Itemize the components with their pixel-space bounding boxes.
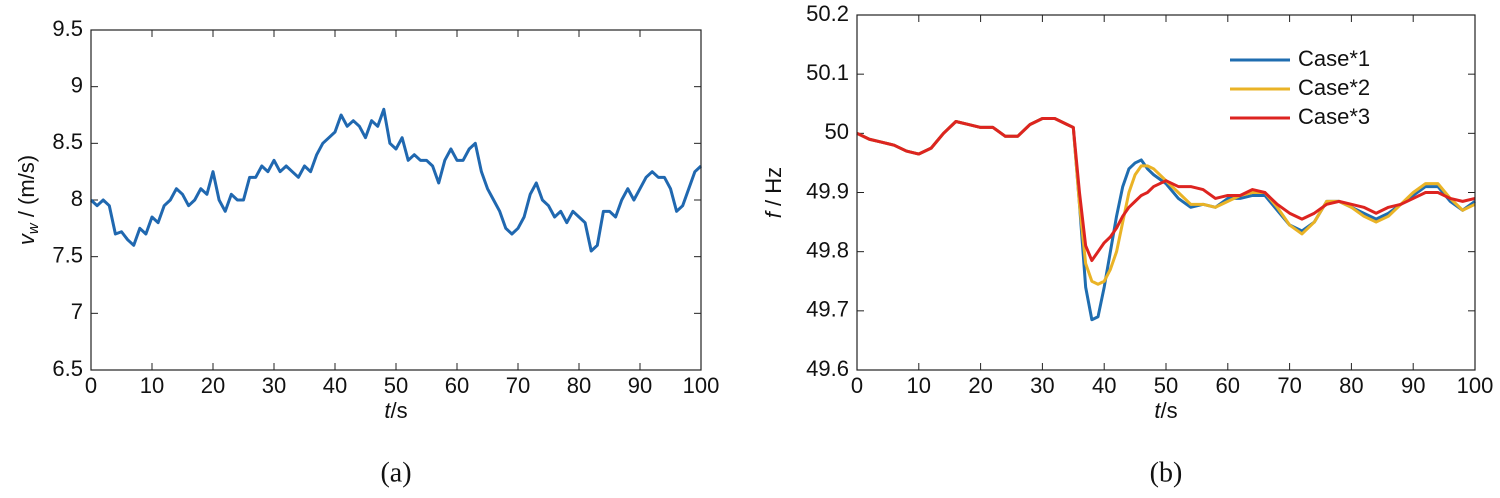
y-tick-label: 50 [825,119,849,144]
y-tick-label: 8.5 [52,129,83,154]
plot-frame [90,29,702,371]
y-axis-label: vw / (m/s) [14,155,42,245]
x-tick-label: 70 [506,373,530,398]
legend-label: Case*2 [1298,75,1370,100]
x-tick-label: 0 [85,373,97,398]
x-tick-label: 80 [1339,373,1363,398]
x-tick-label: 100 [1457,373,1494,398]
x-tick-label: 30 [1030,373,1054,398]
y-tick-label: 6.5 [52,356,83,381]
x-tick-label: 70 [1277,373,1301,398]
y-tick-label: 50.2 [806,1,849,26]
x-tick-label: 40 [323,373,347,398]
y-tick-label: 50.1 [806,60,849,85]
axis-label-unit: /s [391,398,408,423]
x-tick-label: 30 [262,373,286,398]
caption: (a) [380,457,411,488]
axis-label-unit: / (m/s) [14,155,39,223]
x-tick-label: 10 [140,373,164,398]
x-tick-label: 100 [683,373,720,398]
axis-label-unit: /s [1161,398,1178,423]
axis-label-subscript: w [25,222,42,234]
y-tick-label: 9 [71,72,83,97]
plot-frame [856,14,1476,371]
y-tick-label: 7 [71,299,83,324]
x-tick-label: 90 [1401,373,1425,398]
x-tick-label: 40 [1092,373,1116,398]
x-tick-label: 60 [1216,373,1240,398]
y-axis-label: f / Hz [761,167,786,218]
x-tick-label: 60 [445,373,469,398]
axis-label-symbol: f [761,209,786,218]
axis-label-symbol: t [384,398,391,423]
x-axis-label: t/s [384,398,407,423]
data-line [856,117,1476,263]
data-line [89,107,703,253]
data-line [856,117,1476,286]
x-axis-label: t/s [1154,398,1177,423]
legend-label: Case*1 [1298,46,1370,71]
y-tick-label: 49.8 [806,237,849,262]
axis-label-symbol: v [14,232,39,245]
x-tick-label: 0 [851,373,863,398]
x-tick-label: 20 [201,373,225,398]
axis-label-symbol: t [1154,398,1161,423]
y-tick-label: 7.5 [52,242,83,267]
x-tick-label: 90 [628,373,652,398]
y-tick-label: 49.7 [806,297,849,322]
x-tick-label: 80 [567,373,591,398]
caption: (b) [1150,457,1183,488]
y-tick-label: 49.9 [806,178,849,203]
y-tick-label: 9.5 [52,16,83,41]
y-tick-label: 49.6 [806,356,849,381]
x-tick-label: 50 [384,373,408,398]
x-tick-label: 20 [968,373,992,398]
x-tick-label: 50 [1154,373,1178,398]
x-tick-label: 10 [907,373,931,398]
y-tick-label: 8 [71,186,83,211]
axis-label-unit: / Hz [761,167,786,212]
legend-label: Case*3 [1298,104,1370,129]
